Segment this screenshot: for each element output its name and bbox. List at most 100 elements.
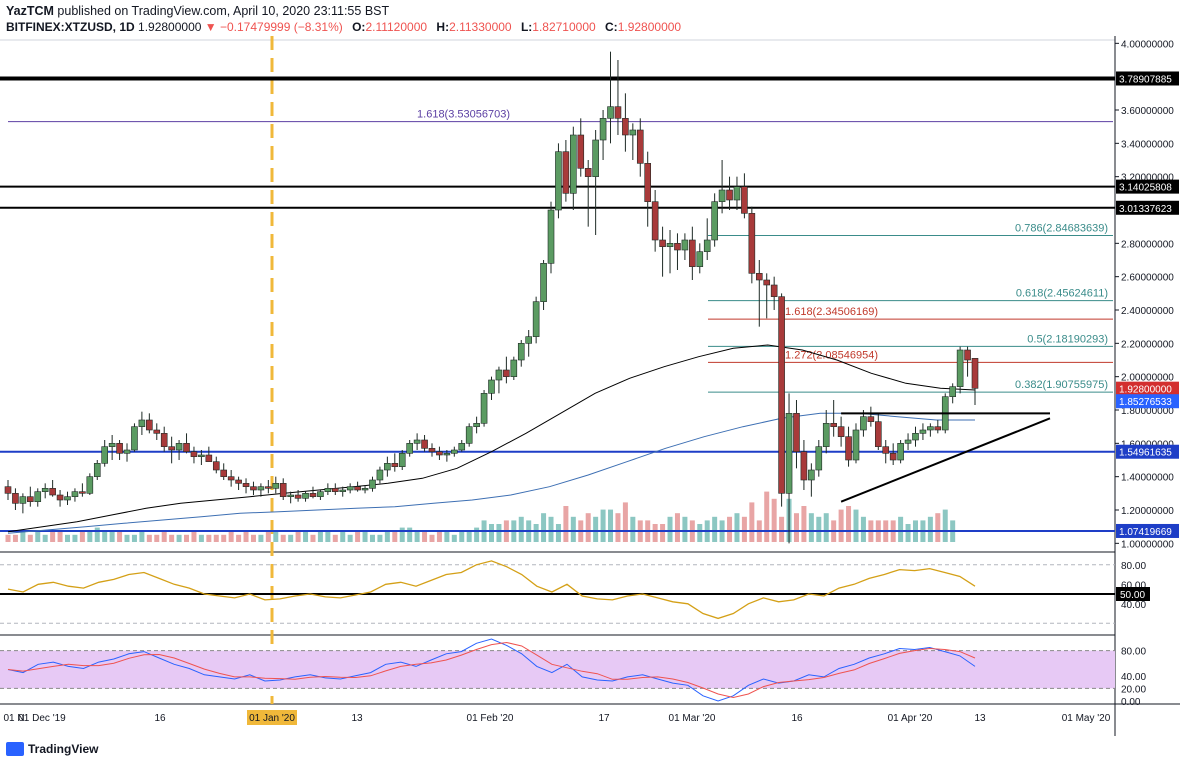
candle-body bbox=[510, 359, 518, 377]
volume-bar bbox=[399, 527, 405, 542]
candle-body bbox=[718, 189, 726, 202]
volume-bar bbox=[392, 531, 398, 542]
tradingview-logo[interactable]: TradingView bbox=[6, 742, 98, 756]
volume-bar bbox=[87, 531, 93, 542]
volume-bar bbox=[310, 534, 316, 542]
candle-body bbox=[770, 284, 778, 297]
candle-body bbox=[726, 189, 733, 201]
candle-body bbox=[391, 463, 399, 467]
price-chart[interactable]: 4.00000000 3.60000000 3.40000000 3.20000000… bbox=[0, 36, 1180, 736]
high-label: H: bbox=[436, 20, 450, 34]
candle-body bbox=[4, 486, 12, 494]
candle-body bbox=[294, 494, 302, 499]
candle-body bbox=[175, 443, 183, 451]
volume-bar bbox=[139, 531, 145, 542]
price-tick-label: 3.20000000 bbox=[1121, 173, 1174, 184]
volume-bar bbox=[734, 513, 740, 542]
volume-bar bbox=[593, 516, 599, 542]
volume-bar bbox=[347, 534, 353, 542]
stoch-k-line bbox=[7, 638, 976, 702]
publish-info: YazTCM published on TradingView.com, Apr… bbox=[6, 4, 389, 18]
candle-body bbox=[793, 413, 800, 452]
candle-body bbox=[346, 486, 354, 491]
volume-bar bbox=[57, 531, 63, 542]
volume-bar bbox=[429, 534, 435, 542]
volume-bar bbox=[377, 534, 383, 542]
candle-body bbox=[584, 168, 592, 177]
x-tick-label: 13 bbox=[974, 713, 986, 724]
candle-body bbox=[674, 243, 681, 251]
low-value: 1.82710000 bbox=[532, 20, 596, 34]
volume-bar bbox=[332, 534, 338, 542]
candle-body bbox=[41, 488, 49, 492]
candle-body bbox=[927, 426, 934, 431]
candle-body bbox=[398, 453, 406, 467]
candle-body bbox=[547, 209, 555, 264]
x-tick-highlight bbox=[247, 710, 297, 725]
candle-body bbox=[882, 446, 890, 454]
candle-body bbox=[488, 379, 495, 394]
x-tick-label: 01 Dec '19 bbox=[18, 713, 66, 724]
candle-body bbox=[116, 443, 123, 454]
ohlc-values: O:2.11120000 H:2.11330000 L:1.82710000 C… bbox=[346, 20, 681, 34]
volume-bar bbox=[555, 524, 561, 542]
candle-body bbox=[540, 263, 547, 302]
tradingview-logo-icon bbox=[6, 742, 24, 756]
candle-body bbox=[681, 239, 689, 251]
candle-body bbox=[227, 476, 235, 481]
candle-body bbox=[265, 486, 272, 489]
candle-body bbox=[19, 496, 27, 504]
fib-level-label: 0.5(2.18190293) bbox=[1027, 333, 1108, 345]
volume-bar bbox=[853, 509, 859, 542]
rsi-level-badge-label: 50.00 bbox=[1120, 590, 1145, 601]
volume-bar bbox=[250, 534, 256, 542]
x-tick-label: 16 bbox=[154, 713, 166, 724]
candle-body bbox=[49, 488, 56, 496]
candle-body bbox=[242, 483, 250, 487]
candle-body bbox=[339, 489, 347, 492]
x-tick-label: 01 Mar '20 bbox=[669, 713, 716, 724]
stoch-d-line bbox=[7, 641, 976, 699]
candle-body bbox=[711, 201, 718, 241]
candle-body bbox=[577, 134, 585, 169]
candle-body bbox=[168, 446, 175, 451]
price-tick-label: 1.40000000 bbox=[1121, 473, 1174, 484]
candle-body bbox=[555, 151, 562, 211]
symbol-label[interactable]: BITFINEX:XTZUSD, 1D bbox=[6, 20, 135, 34]
candle-body bbox=[56, 494, 64, 501]
chart-header: YazTCM published on TradingView.com, Apr… bbox=[0, 0, 1180, 36]
volume-bar bbox=[697, 524, 703, 542]
candle-body bbox=[659, 239, 666, 247]
candle-body bbox=[852, 429, 860, 461]
volume-bar bbox=[741, 516, 747, 542]
candle-body bbox=[146, 419, 153, 431]
x-tick-label: 01 May '20 bbox=[1062, 713, 1111, 724]
candle-body bbox=[525, 336, 532, 344]
volume-bar bbox=[228, 531, 234, 542]
candle-body bbox=[785, 413, 793, 494]
candle-body bbox=[317, 491, 324, 497]
volume-bar bbox=[5, 534, 11, 542]
volume-bar bbox=[414, 531, 420, 542]
open-label: O: bbox=[352, 20, 366, 34]
fib-level-label: 1.618(2.34506169) bbox=[785, 306, 878, 318]
volume-bar bbox=[117, 531, 123, 542]
candle-body bbox=[763, 279, 771, 286]
level-badge bbox=[1116, 71, 1179, 86]
x-tick-label: 01 Jan '20 bbox=[249, 713, 295, 724]
author-name[interactable]: YazTCM bbox=[6, 4, 54, 18]
stoch-tick-label: 20.00 bbox=[1121, 684, 1146, 695]
volume-bar bbox=[541, 513, 547, 542]
fib-level-label: 1.272(2.08546954) bbox=[785, 349, 878, 361]
volume-bar bbox=[942, 509, 948, 542]
symbol-info: BITFINEX:XTZUSD, 1D 1.92800000 ▼ −0.1747… bbox=[6, 20, 681, 34]
candle-body bbox=[845, 436, 852, 461]
candle-body bbox=[384, 463, 391, 471]
volume-bar bbox=[109, 531, 115, 542]
candle-body bbox=[934, 426, 942, 431]
candle-body bbox=[205, 454, 213, 462]
volume-bar bbox=[161, 531, 167, 542]
candle-body bbox=[413, 439, 421, 444]
volume-bar bbox=[749, 502, 755, 542]
volume-bar bbox=[422, 531, 428, 542]
